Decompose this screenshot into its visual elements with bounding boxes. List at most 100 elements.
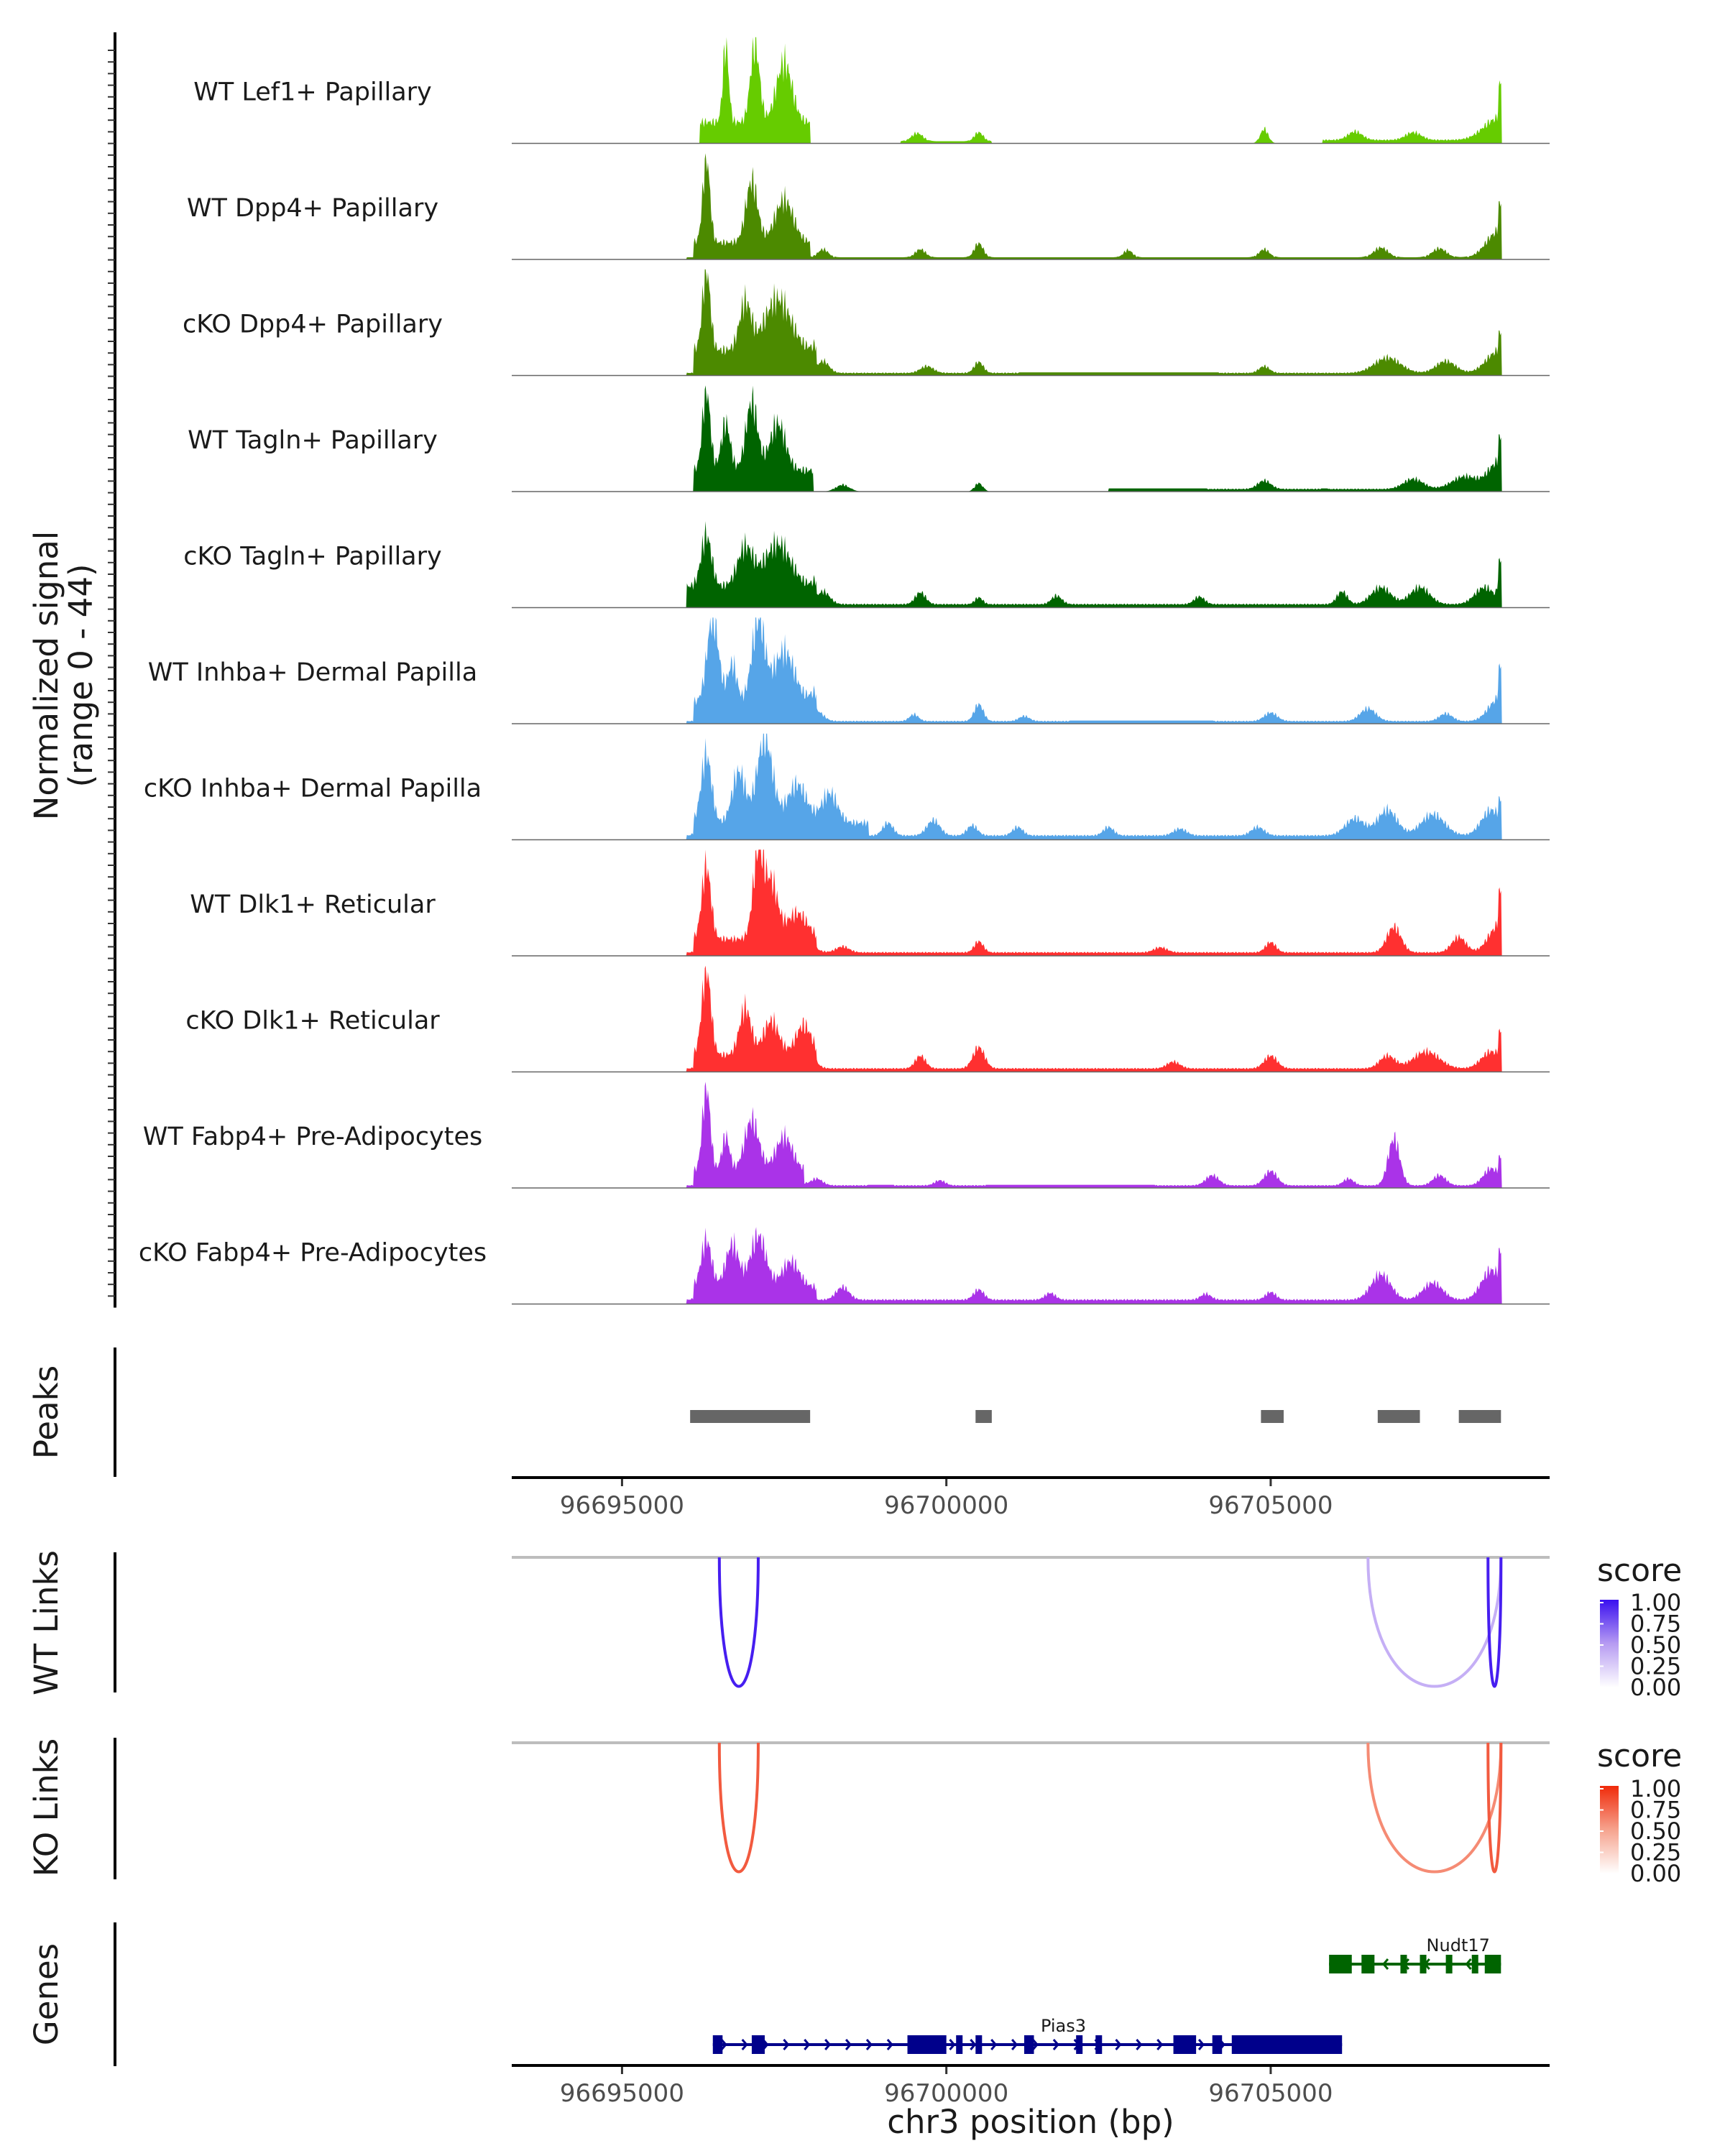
exon (1231, 2035, 1343, 2054)
exon (1212, 2035, 1223, 2054)
exon (1329, 1955, 1352, 1973)
gene-name-label: Nudt17 (1427, 1935, 1490, 1955)
x-tick-label: 96700000 (884, 1491, 1008, 1520)
exon (1361, 1955, 1375, 1973)
strand-arrow (1115, 2039, 1122, 2050)
strand-arrow (970, 2039, 977, 2050)
coverage-area (512, 1227, 1550, 1304)
strand-arrow (804, 2039, 811, 2050)
coverage-track-11: cKO Fabp4+ Pre-Adipocytes (139, 1227, 1550, 1305)
x-tick-label: 96705000 (1208, 1491, 1333, 1520)
wt-link-arcs (717, 1557, 1503, 1688)
wt-links-track: WT Links score 1.000.750.500.250.00 (27, 1550, 1682, 1701)
coverage-track-6: WT Inhba+ Dermal Papilla (148, 617, 1550, 724)
track-label: WT Inhba+ Dermal Papilla (148, 658, 477, 687)
strand-arrow (1031, 2039, 1039, 2050)
strand-arrow (865, 2039, 873, 2050)
exon (1173, 2035, 1197, 2054)
ko-legend-ticks: 1.000.750.500.250.00 (1600, 1775, 1681, 1887)
legend-tick-label: 0.75 (1630, 1611, 1681, 1638)
ko-link-arcs (717, 1742, 1503, 1874)
peak-regions (690, 1410, 1501, 1423)
x-tick-label: 96705000 (1208, 2079, 1333, 2108)
x-axis-ticks-top: 96695000 96700000 96705000 (560, 1479, 1333, 1520)
track-label: WT Lef1+ Papillary (193, 78, 432, 107)
exon (1095, 2035, 1103, 2054)
legend-tick-label: 0.75 (1630, 1797, 1681, 1824)
track-label: cKO Dlk1+ Reticular (185, 1007, 440, 1036)
coverage-track-5: cKO Tagln+ Papillary (183, 521, 1550, 609)
strand-arrow (1381, 1958, 1389, 1970)
coverage-track-2: WT Dpp4+ Papillary (187, 153, 1550, 260)
gene-name-label: Pias3 (1041, 2016, 1086, 2036)
track-label: WT Dpp4+ Papillary (187, 194, 438, 223)
coverage-area (512, 153, 1550, 259)
link-arc (1486, 1742, 1503, 1874)
legend-tick-label: 0.00 (1630, 1674, 1681, 1701)
peak-region (1261, 1410, 1284, 1423)
wt-links-label: WT Links (27, 1550, 65, 1695)
link-arc (1366, 1742, 1503, 1874)
coverage-area (512, 269, 1550, 376)
coverage-area (512, 849, 1550, 956)
strand-arrow (990, 2039, 998, 2050)
track-label: WT Tagln+ Papillary (188, 426, 438, 455)
coverage-track-7: cKO Inhba+ Dermal Papilla (144, 733, 1550, 841)
x-tick-label: 96695000 (560, 2079, 684, 2108)
genes-track: Genes Pias3 Nudt17 96695000 96700000 967050… (27, 1922, 1550, 2141)
wt-links-legend: score 1.000.750.500.250.00 (1597, 1552, 1682, 1701)
coverage-area (512, 385, 1550, 492)
ko-links-label: KO Links (27, 1738, 65, 1876)
coverage-y-axis-title: Normalized signal (range 0 - 44) (27, 531, 100, 821)
strand-arrow (824, 2039, 832, 2050)
strand-arrow (1011, 2039, 1018, 2050)
peaks-track-label: Peaks (27, 1365, 65, 1459)
exon (1445, 1955, 1453, 1973)
genes-track-label: Genes (27, 1943, 65, 2045)
strand-arrow (1136, 2039, 1143, 2050)
exon (1076, 2035, 1083, 2054)
peaks-track: Peaks 96695000 96700000 96705000 (27, 1348, 1550, 1520)
wt-legend-title: score (1597, 1552, 1682, 1589)
track-label: WT Fabp4+ Pre-Adipocytes (143, 1123, 482, 1151)
legend-tick-label: 0.25 (1630, 1839, 1681, 1866)
peak-region (690, 1410, 811, 1423)
link-arc (1486, 1557, 1503, 1688)
exon (1400, 1955, 1407, 1973)
coverage-y-axis (108, 32, 116, 1308)
exon (1471, 1955, 1478, 1973)
coverage-area (512, 965, 1550, 1072)
strand-arrow (783, 2039, 790, 2050)
coverage-area (512, 617, 1550, 724)
coverage-track-1: WT Lef1+ Papillary (193, 37, 1550, 144)
track-label: cKO Dpp4+ Papillary (183, 310, 443, 339)
peak-region (975, 1410, 992, 1423)
coverage-area (512, 733, 1550, 840)
track-label: cKO Fabp4+ Pre-Adipocytes (139, 1239, 487, 1268)
exon (907, 2035, 947, 2054)
exon (975, 2035, 983, 2054)
coverage-y-title-line2: (range 0 - 44) (62, 563, 100, 787)
ko-legend-title: score (1597, 1738, 1682, 1774)
track-label: cKO Tagln+ Papillary (183, 543, 442, 571)
peak-region (1458, 1410, 1501, 1423)
coverage-tracks: WT Lef1+ Papillary WT Dpp4+ Papillary cKO … (139, 37, 1550, 1305)
legend-tick-label: 0.50 (1630, 1818, 1681, 1845)
ko-links-legend: score 1.000.750.500.250.00 (1597, 1738, 1682, 1887)
coverage-track-9: cKO Dlk1+ Reticular (185, 965, 1550, 1073)
coverage-track-3: cKO Dpp4+ Papillary (183, 269, 1550, 377)
wt-legend-ticks: 1.000.750.500.250.00 (1600, 1589, 1681, 1701)
exon (1484, 1955, 1501, 1973)
strand-arrow (845, 2039, 852, 2050)
legend-tick-label: 0.50 (1630, 1631, 1681, 1659)
exon (1024, 2035, 1034, 2054)
coverage-track-10: WT Fabp4+ Pre-Adipocytes (143, 1082, 1550, 1189)
coverage-y-title-line1: Normalized signal (27, 531, 65, 821)
gene-pias3: Pias3 (712, 2016, 1343, 2054)
coverage-track-8: WT Dlk1+ Reticular (190, 849, 1550, 957)
exon (751, 2035, 765, 2054)
strand-arrow (1052, 2039, 1059, 2050)
legend-tick-label: 0.00 (1630, 1860, 1681, 1887)
